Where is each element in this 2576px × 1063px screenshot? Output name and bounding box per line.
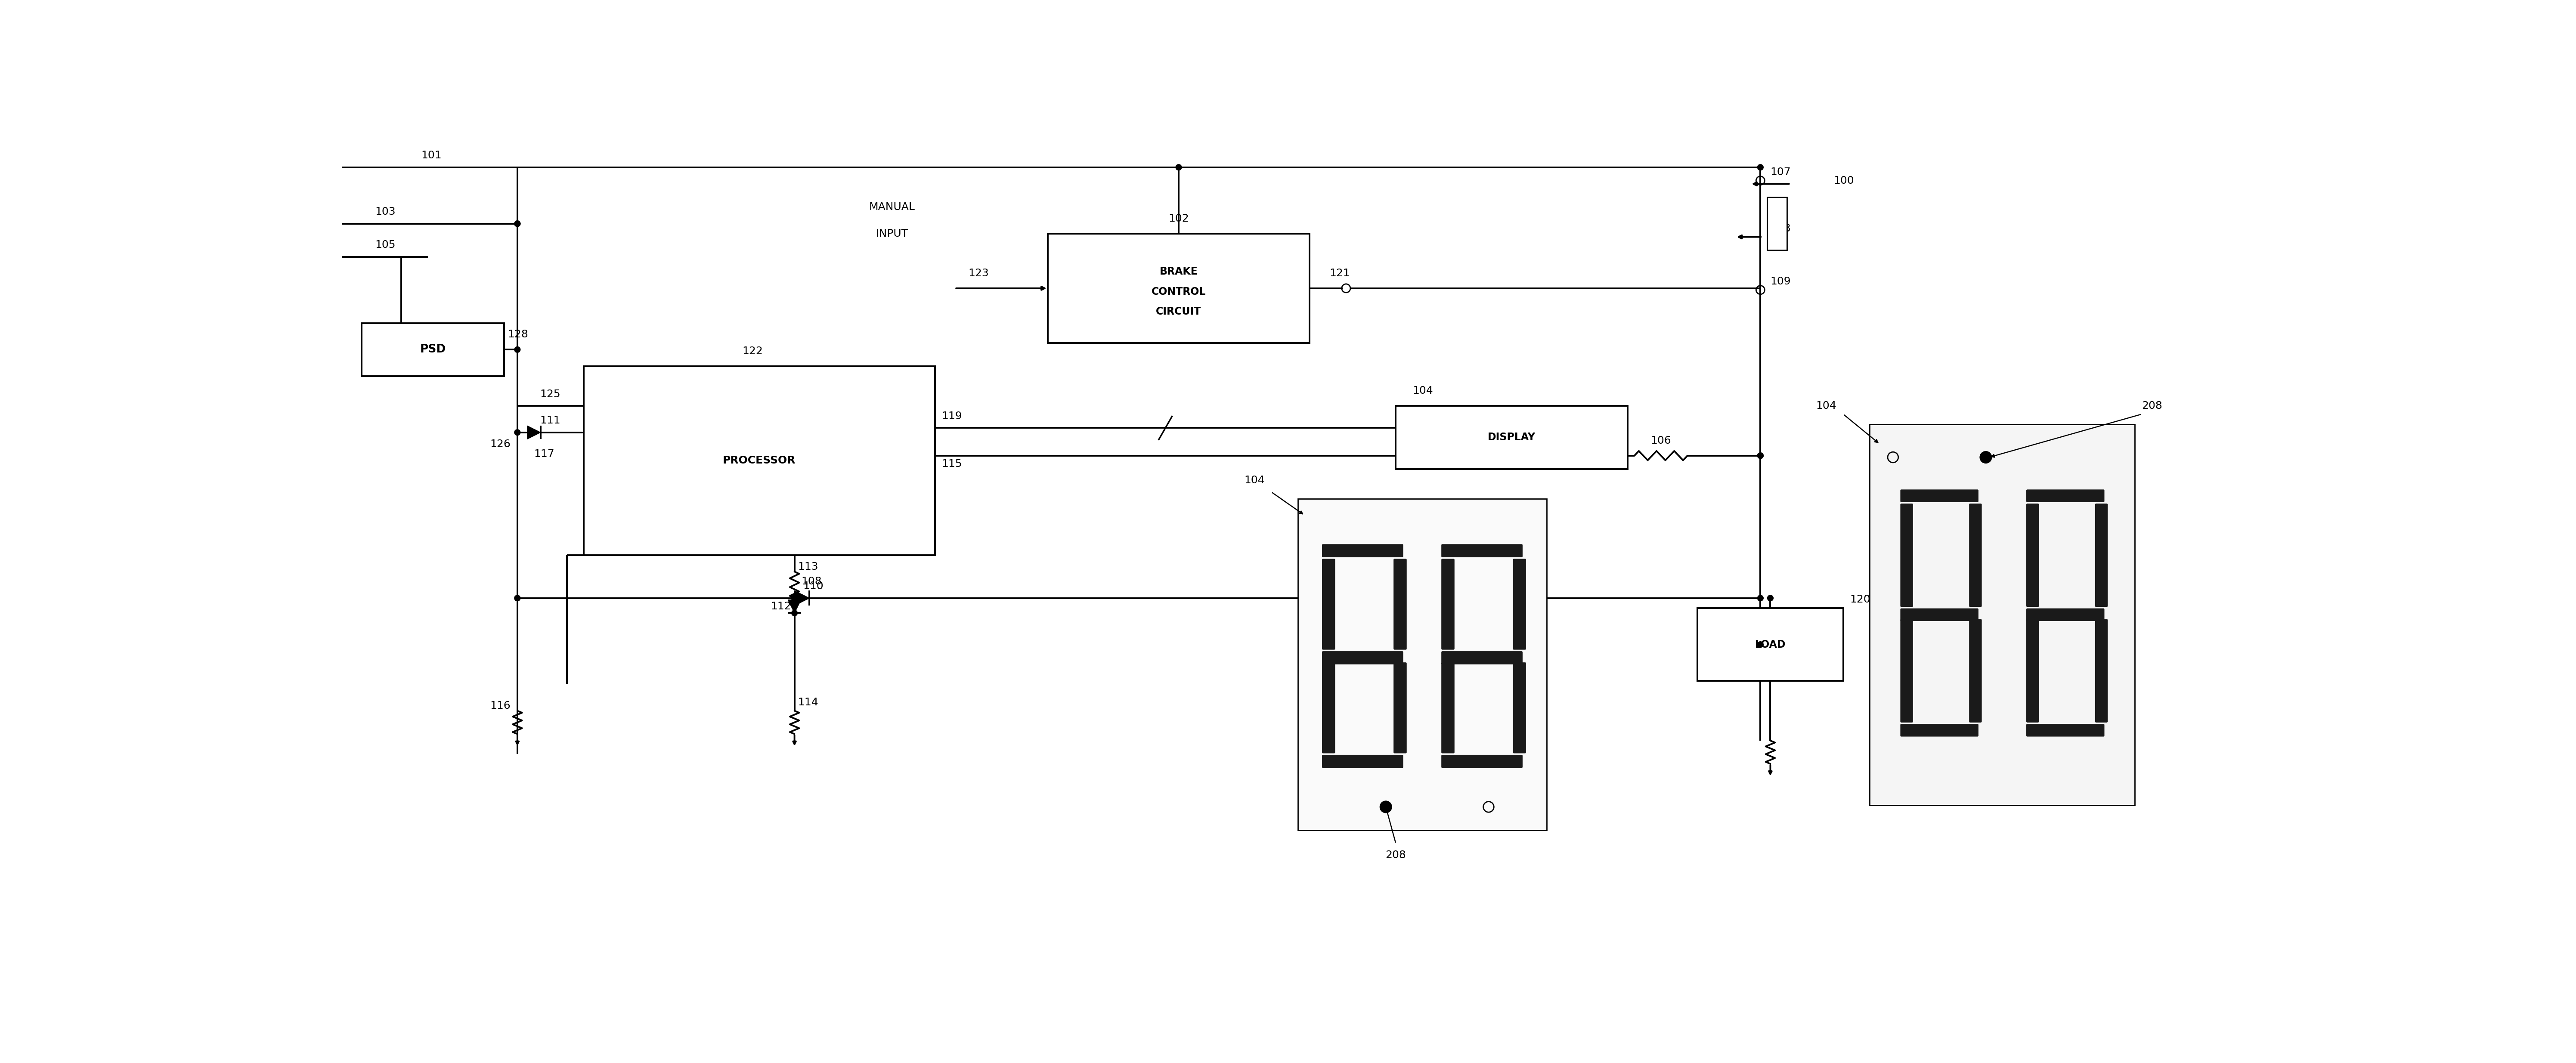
FancyBboxPatch shape bbox=[2027, 619, 2040, 723]
Text: PROCESSOR: PROCESSOR bbox=[724, 455, 796, 466]
Text: 126: 126 bbox=[489, 439, 510, 450]
FancyBboxPatch shape bbox=[1443, 662, 1455, 754]
Circle shape bbox=[1757, 595, 1765, 601]
FancyBboxPatch shape bbox=[1901, 619, 1914, 723]
Circle shape bbox=[515, 347, 520, 353]
Circle shape bbox=[1381, 800, 1391, 813]
Text: 121: 121 bbox=[1329, 268, 1350, 279]
Text: BRAKE: BRAKE bbox=[1159, 267, 1198, 276]
Polygon shape bbox=[528, 426, 541, 439]
Text: 102: 102 bbox=[1170, 214, 1190, 223]
Text: 115: 115 bbox=[943, 459, 961, 469]
Text: 110: 110 bbox=[804, 581, 824, 591]
Text: PSD: PSD bbox=[420, 344, 446, 355]
Bar bbox=[1048, 234, 1309, 343]
FancyBboxPatch shape bbox=[2094, 504, 2107, 607]
Text: 114: 114 bbox=[799, 697, 819, 708]
Circle shape bbox=[791, 610, 799, 617]
Circle shape bbox=[515, 221, 520, 226]
Circle shape bbox=[1981, 452, 1991, 463]
Circle shape bbox=[791, 595, 799, 601]
Bar bbox=[361, 323, 505, 376]
FancyBboxPatch shape bbox=[1443, 544, 1522, 557]
Text: 104: 104 bbox=[1244, 475, 1265, 486]
Polygon shape bbox=[788, 600, 801, 613]
Circle shape bbox=[1757, 453, 1765, 458]
Text: 117: 117 bbox=[533, 449, 554, 459]
FancyBboxPatch shape bbox=[1443, 652, 1522, 664]
FancyBboxPatch shape bbox=[1443, 559, 1455, 649]
Text: 107: 107 bbox=[1770, 167, 1790, 178]
Text: 100: 100 bbox=[1834, 175, 1855, 186]
Text: 118: 118 bbox=[1770, 223, 1790, 234]
Text: LOAD: LOAD bbox=[1754, 639, 1785, 649]
FancyBboxPatch shape bbox=[1901, 504, 1914, 607]
Text: 119: 119 bbox=[943, 411, 963, 421]
Circle shape bbox=[1757, 165, 1765, 170]
Text: 125: 125 bbox=[541, 389, 562, 400]
Text: INPUT: INPUT bbox=[876, 229, 909, 239]
FancyBboxPatch shape bbox=[1321, 559, 1334, 649]
Text: 128: 128 bbox=[507, 330, 528, 340]
Bar bbox=[1870, 424, 2136, 806]
Circle shape bbox=[515, 429, 520, 436]
Circle shape bbox=[1757, 642, 1765, 647]
FancyBboxPatch shape bbox=[1968, 504, 1981, 607]
FancyBboxPatch shape bbox=[1512, 662, 1525, 754]
FancyBboxPatch shape bbox=[2027, 608, 2105, 621]
Bar bbox=[585, 366, 935, 555]
Text: 111: 111 bbox=[541, 416, 562, 426]
Bar bbox=[1298, 499, 1546, 830]
FancyBboxPatch shape bbox=[1394, 559, 1406, 649]
Text: 122: 122 bbox=[742, 345, 762, 356]
Text: 104: 104 bbox=[1412, 386, 1432, 396]
FancyBboxPatch shape bbox=[1901, 489, 1978, 502]
Text: CIRCUIT: CIRCUIT bbox=[1157, 306, 1200, 317]
FancyBboxPatch shape bbox=[1443, 755, 1522, 767]
Circle shape bbox=[1767, 595, 1772, 601]
FancyBboxPatch shape bbox=[2027, 489, 2105, 502]
Text: 104: 104 bbox=[1816, 401, 1837, 411]
Text: CONTROL: CONTROL bbox=[1151, 286, 1206, 297]
FancyBboxPatch shape bbox=[1321, 652, 1404, 664]
Text: 120: 120 bbox=[1850, 594, 1870, 605]
FancyBboxPatch shape bbox=[2027, 504, 2040, 607]
Bar bbox=[1396, 406, 1628, 469]
FancyBboxPatch shape bbox=[2094, 619, 2107, 723]
FancyBboxPatch shape bbox=[1321, 662, 1334, 754]
FancyBboxPatch shape bbox=[1321, 755, 1404, 767]
Bar bbox=[1698, 608, 1844, 681]
Text: 109: 109 bbox=[1770, 276, 1790, 287]
Circle shape bbox=[1175, 165, 1182, 170]
Text: 113: 113 bbox=[799, 561, 819, 572]
Text: 208: 208 bbox=[2141, 401, 2161, 411]
FancyBboxPatch shape bbox=[1394, 662, 1406, 754]
Text: 108: 108 bbox=[801, 576, 822, 587]
Circle shape bbox=[1757, 453, 1765, 458]
Text: 105: 105 bbox=[376, 240, 394, 250]
Text: 208: 208 bbox=[1386, 850, 1406, 860]
Polygon shape bbox=[793, 591, 809, 606]
FancyBboxPatch shape bbox=[1901, 608, 1978, 621]
FancyBboxPatch shape bbox=[1321, 544, 1404, 557]
Circle shape bbox=[791, 595, 799, 601]
Text: 106: 106 bbox=[1651, 436, 1672, 445]
Text: DISPLAY: DISPLAY bbox=[1489, 433, 1535, 442]
Text: 116: 116 bbox=[489, 701, 510, 711]
Circle shape bbox=[515, 221, 520, 226]
FancyBboxPatch shape bbox=[1901, 724, 1978, 737]
Text: 101: 101 bbox=[422, 150, 440, 161]
Text: 103: 103 bbox=[376, 206, 394, 217]
Text: MANUAL: MANUAL bbox=[868, 202, 914, 213]
FancyBboxPatch shape bbox=[1968, 619, 1981, 723]
FancyBboxPatch shape bbox=[2027, 724, 2105, 737]
Bar bbox=[1767, 197, 1788, 250]
Text: 112: 112 bbox=[770, 602, 791, 611]
Text: 123: 123 bbox=[969, 268, 989, 279]
Circle shape bbox=[515, 595, 520, 601]
FancyBboxPatch shape bbox=[1512, 559, 1525, 649]
